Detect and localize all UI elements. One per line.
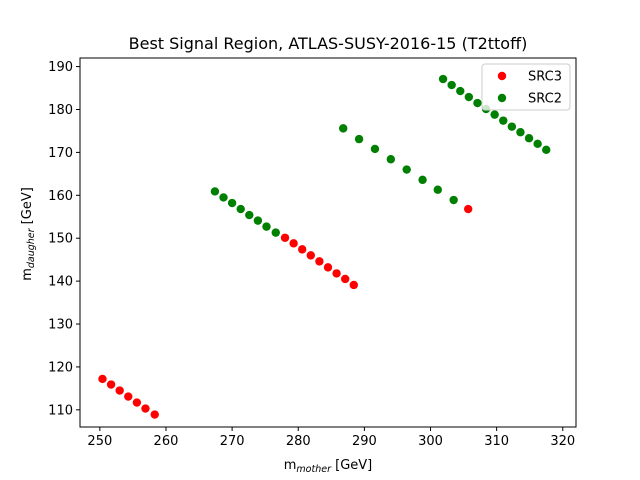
data-point-src2 bbox=[473, 98, 482, 108]
data-point-src3 bbox=[124, 392, 133, 401]
y-tick-label: 140 bbox=[48, 275, 73, 290]
data-point-src2 bbox=[447, 80, 456, 90]
x-axis-label: mmother [GeV] bbox=[284, 458, 373, 475]
data-point-src2 bbox=[490, 110, 499, 119]
y-tick-label: 190 bbox=[48, 60, 73, 75]
data-point-src2 bbox=[402, 165, 411, 174]
legend-label-src3: SRC3 bbox=[528, 70, 562, 85]
data-point-src2 bbox=[507, 122, 517, 131]
data-point-src2 bbox=[499, 116, 508, 125]
data-point-src2 bbox=[245, 210, 254, 220]
y-tick-label: 110 bbox=[48, 403, 73, 418]
x-axis: 250 260 270 280 290 300 310 320 bbox=[87, 427, 575, 449]
data-point-src2 bbox=[418, 175, 427, 185]
data-point-src2 bbox=[219, 193, 228, 202]
data-point-src2 bbox=[464, 92, 474, 102]
x-axis-label-main: m bbox=[284, 458, 297, 473]
plot-frame bbox=[79, 57, 577, 428]
y-tick-label: 130 bbox=[48, 318, 73, 333]
x-tick-label: 270 bbox=[220, 434, 245, 449]
data-point-src3 bbox=[349, 280, 358, 290]
data-point-src3 bbox=[298, 245, 307, 254]
data-point-src3 bbox=[340, 274, 350, 284]
data-point-src2 bbox=[542, 145, 551, 155]
data-point-src2 bbox=[449, 195, 458, 205]
y-axis-label-sub: daugher bbox=[26, 227, 37, 268]
x-tick-label: 300 bbox=[418, 434, 443, 449]
data-point-src2 bbox=[262, 222, 271, 231]
y-axis-label-main: m bbox=[20, 268, 35, 281]
data-point-src2 bbox=[339, 124, 348, 133]
data-point-src2 bbox=[236, 204, 245, 214]
x-axis-label-unit: [GeV] bbox=[331, 458, 372, 473]
data-point-src3 bbox=[289, 239, 298, 248]
data-point-src2 bbox=[533, 139, 542, 149]
y-tick-label: 160 bbox=[48, 189, 73, 204]
x-tick-label: 280 bbox=[286, 434, 311, 449]
legend-marker-src2 bbox=[497, 93, 507, 103]
data-point-src2 bbox=[386, 155, 396, 164]
x-axis-label-sub: mother bbox=[296, 464, 332, 475]
x-tick-label: 310 bbox=[484, 434, 509, 449]
data-point-src3 bbox=[332, 269, 341, 278]
data-point-src3 bbox=[150, 410, 159, 419]
plot-marks bbox=[98, 74, 551, 419]
data-point-src3 bbox=[323, 263, 333, 272]
x-tick-label: 250 bbox=[87, 434, 112, 449]
data-point-src3 bbox=[132, 398, 142, 407]
legend-label-src2: SRC2 bbox=[528, 92, 562, 107]
y-axis-label: mdaugher [GeV] bbox=[20, 187, 37, 281]
data-point-src2 bbox=[433, 185, 442, 194]
legend: SRC3 SRC2 bbox=[481, 63, 571, 111]
y-tick-label: 120 bbox=[48, 360, 73, 375]
data-point-src2 bbox=[354, 134, 364, 144]
x-tick-label: 290 bbox=[352, 434, 377, 449]
data-point-src3 bbox=[141, 404, 150, 413]
data-point-src3 bbox=[280, 233, 290, 242]
data-point-src2 bbox=[438, 74, 448, 84]
data-point-src2 bbox=[253, 216, 263, 225]
y-axis-label-unit: [GeV] bbox=[20, 187, 35, 228]
x-tick-label: 320 bbox=[550, 434, 575, 449]
data-point-src3 bbox=[306, 251, 316, 260]
chart-title: Best Signal Region, ATLAS-SUSY-2016-15 (… bbox=[129, 34, 528, 53]
data-point-src3 bbox=[106, 380, 116, 389]
data-point-src2 bbox=[210, 187, 220, 196]
data-point-src3 bbox=[315, 257, 324, 266]
data-point-src2 bbox=[271, 228, 280, 237]
data-point-src2 bbox=[227, 198, 237, 208]
data-point-src3 bbox=[464, 204, 473, 214]
y-tick-label: 170 bbox=[48, 146, 73, 161]
x-tick-label: 260 bbox=[154, 434, 179, 449]
data-point-src3 bbox=[115, 386, 124, 395]
y-axis: 110 120 130 140 150 160 170 180 190 bbox=[48, 60, 80, 418]
y-tick-label: 150 bbox=[48, 232, 73, 247]
data-point-src2 bbox=[524, 134, 534, 143]
data-point-src2 bbox=[456, 86, 465, 96]
data-point-src3 bbox=[98, 374, 107, 384]
y-tick-label: 180 bbox=[48, 103, 73, 118]
legend-marker-src3 bbox=[497, 71, 507, 81]
data-point-src2 bbox=[516, 128, 525, 137]
data-point-src2 bbox=[370, 144, 380, 154]
